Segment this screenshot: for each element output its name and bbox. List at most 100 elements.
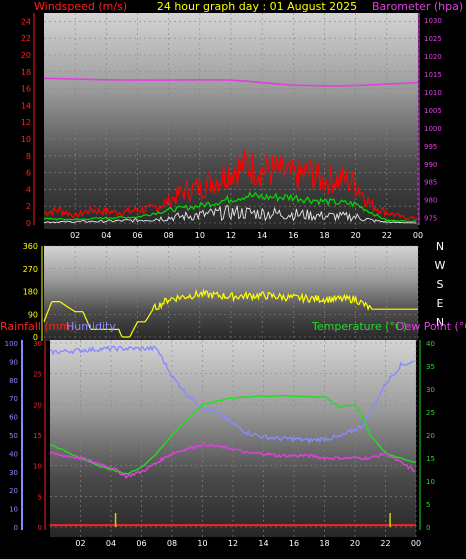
x-tick-label: 14 (258, 539, 268, 548)
direction-y-tick: 90 (28, 310, 38, 319)
humidity-y-tick: 80 (9, 377, 18, 385)
rainfall-y-tick: 20 (33, 401, 42, 409)
humidity-y-tick: 40 (9, 450, 18, 458)
barometer-y-tick: 1015 (424, 71, 442, 79)
x-tick-label: 22 (380, 539, 390, 548)
x-tick-label: 08 (164, 231, 174, 240)
humidity-y-tick: 30 (9, 469, 18, 477)
direction-y-tick: 360 (23, 242, 38, 251)
dewpoint-axis-title: Dew Point (°C) (396, 320, 466, 333)
wind-y-tick: 18 (21, 68, 31, 77)
x-tick-label: 00 (411, 539, 421, 548)
direction-y-tick: 270 (23, 265, 38, 274)
x-tick-label: 10 (195, 231, 205, 240)
wind-panel (44, 13, 418, 229)
x-tick-label: 06 (136, 539, 146, 548)
wind-y-tick: 4 (26, 185, 31, 194)
humidity-series (49, 345, 415, 445)
compass-label: N (436, 316, 444, 329)
barometer-y-tick: 980 (424, 197, 437, 205)
x-tick-label: 16 (289, 539, 299, 548)
barometer-y-tick: 990 (424, 161, 437, 169)
x-tick-label: 20 (351, 231, 361, 240)
temperature-y-tick: 0 (426, 524, 430, 532)
barometer-series (43, 77, 419, 87)
temperature-y-tick: 30 (426, 386, 435, 394)
wind-y-tick: 24 (21, 17, 31, 26)
wind-y-tick: 12 (21, 118, 31, 127)
barometer-y-tick: 1020 (424, 53, 442, 61)
x-tick-label: 04 (106, 539, 116, 548)
wind-y-tick: 16 (21, 85, 31, 94)
wind-y-tick: 6 (26, 169, 31, 178)
humidity-y-tick: 50 (9, 432, 18, 440)
rainfall-y-tick: 0 (38, 524, 42, 532)
barometer-y-tick: 975 (424, 215, 437, 223)
compass-label: S (437, 278, 444, 291)
humidity-y-tick: 20 (9, 487, 18, 495)
wind-gust-series (43, 148, 418, 220)
wind-y-tick: 14 (21, 101, 31, 110)
barometer-y-tick: 1025 (424, 35, 442, 43)
humidity-y-tick: 90 (9, 358, 18, 366)
barometer-y-tick: 1010 (424, 89, 442, 97)
x-tick-label: 10 (197, 539, 207, 548)
wind-y-tick: 20 (21, 51, 31, 60)
humidity-y-tick: 10 (9, 506, 18, 514)
graph-title: 24 hour graph day : 01 August 2025 (157, 0, 357, 13)
temperature-y-tick: 25 (426, 409, 435, 417)
x-tick-label: 14 (257, 231, 267, 240)
wind-y-tick: 0 (26, 219, 31, 228)
x-tick-label: 18 (319, 231, 329, 240)
barometer-y-tick: 1000 (424, 125, 442, 133)
humidity-axis-title: Humidity (66, 320, 116, 333)
temperature-y-tick: 15 (426, 455, 435, 463)
temperature-y-tick: 35 (426, 363, 435, 371)
x-tick-label: 02 (70, 231, 80, 240)
temperature-y-tick: 10 (426, 478, 435, 486)
x-tick-label: 12 (226, 231, 236, 240)
rainfall-y-tick: 15 (33, 432, 42, 440)
x-tick-label: 02 (75, 539, 85, 548)
x-tick-label: 22 (382, 231, 392, 240)
wind-y-tick: 10 (21, 135, 31, 144)
rainfall-y-tick: 10 (33, 463, 42, 471)
x-tick-label: 12 (228, 539, 238, 548)
direction-y-tick: 0 (33, 333, 38, 342)
wind-lull-series (43, 204, 417, 224)
x-tick-label: 04 (101, 231, 111, 240)
direction-y-tick: 180 (23, 288, 38, 297)
compass-label: W (435, 259, 446, 272)
temperature-series (49, 394, 417, 475)
barometer-y-tick: 995 (424, 143, 437, 151)
x-tick-label: 06 (132, 231, 142, 240)
wind-y-tick: 2 (26, 202, 31, 211)
x-tick-label: 20 (350, 539, 360, 548)
compass-label: E (437, 297, 444, 310)
temperature-y-tick: 5 (426, 501, 430, 509)
wind-y-tick: 8 (26, 152, 31, 161)
x-tick-label: 08 (167, 539, 177, 548)
x-tick-label: 16 (288, 231, 298, 240)
rainfall-y-tick: 5 (38, 493, 42, 501)
temperature-y-tick: 40 (426, 340, 435, 348)
temp-humidity-panel (50, 340, 416, 537)
dewpoint-series (49, 442, 415, 480)
compass-label: N (436, 240, 444, 253)
rainfall-y-tick: 25 (33, 371, 42, 379)
temperature-axis-title: Temperature (°C) (311, 320, 407, 333)
barometer-y-tick: 1005 (424, 107, 442, 115)
humidity-y-tick: 100 (5, 340, 18, 348)
wind-average-series (43, 191, 417, 223)
barometer-y-tick: 985 (424, 179, 437, 187)
humidity-y-tick: 0 (14, 524, 18, 532)
rainfall-axis-title: Rainfall (mm) (0, 320, 74, 333)
barometer-axis-title: Barometer (hpa) (372, 0, 463, 13)
direction-series (43, 288, 418, 338)
barometer-y-tick: 1030 (424, 17, 442, 25)
windspeed-axis-title: Windspeed (m/s) (34, 0, 127, 13)
x-tick-label: 00 (413, 231, 423, 240)
x-tick-label: 18 (319, 539, 329, 548)
